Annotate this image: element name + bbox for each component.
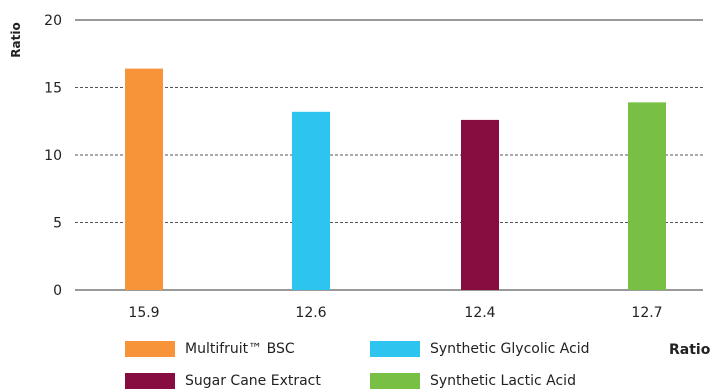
- bar: [292, 111, 330, 290]
- legend-label: Multifruit™ BSC: [185, 341, 295, 357]
- x-tick-label: 12.7: [631, 305, 662, 321]
- y-tick-label: 5: [53, 216, 62, 232]
- x-tick-label: 12.6: [295, 305, 326, 321]
- bar: [461, 119, 499, 291]
- legend-item-synthetic-glycolic: Synthetic Glycolic Acid: [370, 341, 590, 357]
- legend-swatch: [370, 341, 420, 357]
- legend-swatch: [370, 373, 420, 389]
- y-tick-label: 15: [44, 81, 62, 97]
- legend-item-sugar-cane: Sugar Cane Extract: [125, 373, 321, 389]
- legend-label: Sugar Cane Extract: [185, 373, 321, 389]
- legend-item-multifruit: Multifruit™ BSC: [125, 341, 295, 357]
- y-tick-label: 20: [44, 13, 62, 29]
- legend-label: Synthetic Lactic Acid: [430, 373, 576, 389]
- x-axis-ticks: 15.9 12.6 12.4 12.7: [128, 305, 662, 321]
- y-axis-label: Ratio: [9, 22, 23, 57]
- legend-title: Ratio: [669, 342, 711, 358]
- y-tick-label: 10: [44, 148, 62, 164]
- x-tick-label: 12.4: [464, 305, 495, 321]
- legend-swatch: [125, 373, 175, 389]
- y-tick-label: 0: [53, 283, 62, 299]
- gridlines: [75, 19, 703, 291]
- legend-label: Synthetic Glycolic Acid: [430, 341, 590, 357]
- bars: [125, 68, 666, 291]
- x-tick-label: 15.9: [128, 305, 159, 321]
- legend-swatch: [125, 341, 175, 357]
- bar: [125, 68, 163, 290]
- legend-item-synthetic-lactic: Synthetic Lactic Acid: [370, 373, 576, 389]
- bar: [628, 102, 666, 290]
- y-axis-ticks: 0 5 10 15 20: [44, 13, 62, 299]
